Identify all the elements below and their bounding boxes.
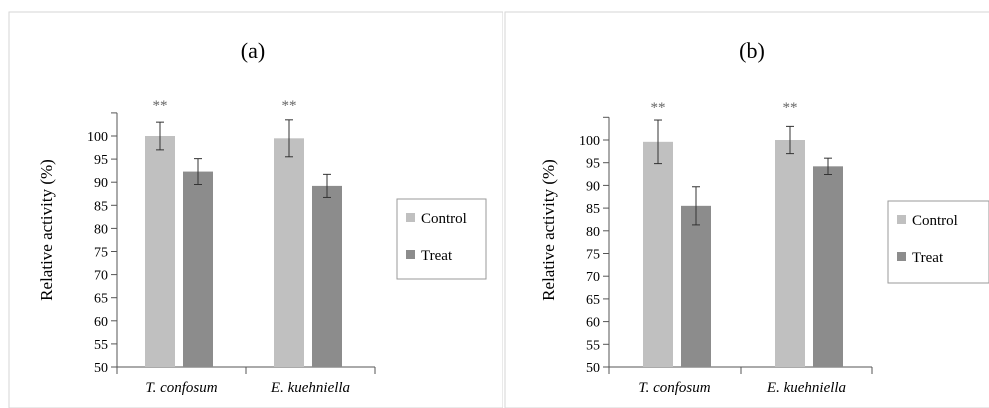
legend-swatch [897,252,906,261]
legend-box [396,198,487,280]
significance-label: ** [783,100,798,116]
chart-title: (a) [241,38,265,63]
y-tick-label: 90 [586,179,600,194]
legend-label: Control [912,213,958,229]
x-tick-label: E. kuehniella [270,380,350,396]
y-tick-label: 50 [586,361,600,376]
y-tick-label: 65 [94,292,108,307]
legend-label: Treat [912,250,944,266]
y-tick-label: 75 [586,248,600,263]
x-tick-label: T. confosum [638,380,710,396]
y-tick-label: 95 [94,153,108,168]
bar [183,171,213,367]
y-tick-label: 60 [586,316,600,331]
chart-a: (a) Relative activity (%) 50 55 60 65 70 75 80 85… [8,11,503,408]
y-tick-label: 80 [94,222,108,237]
legend-swatch [897,215,906,224]
y-tick-label: 70 [586,270,600,285]
y-axis-label: Relative activity (%) [37,159,56,301]
y-tick-label: 100 [87,130,108,145]
y-tick-label: 65 [586,293,600,308]
legend-label: Treat [421,248,453,264]
legend-label: Control [421,211,467,227]
legend-swatch [406,213,415,222]
bar [274,138,304,367]
y-tick-label: 80 [586,225,600,240]
x-tick-label: T. confosum [145,380,217,396]
significance-label: ** [282,98,297,114]
significance-label: ** [651,100,666,116]
y-tick-label: 55 [586,338,600,353]
significance-label: ** [153,98,168,114]
y-tick-label: 90 [94,176,108,191]
legend-box [887,200,989,284]
y-tick-label: 50 [94,361,108,376]
panel-border [8,11,503,408]
bar [643,141,673,367]
y-tick-label: 55 [94,338,108,353]
y-tick-label: 100 [579,134,600,149]
chart-title: (b) [739,38,765,63]
legend-swatch [406,250,415,259]
chart-panel-a: (a) Relative activity (%) 50 55 60 65 70 75 80 85… [8,11,503,408]
bar [312,185,342,367]
panel-border [504,11,989,408]
y-tick-label: 85 [586,202,600,217]
y-tick-label: 85 [94,199,108,214]
chart-b: (b) Relative activity (%) 50 55 60 65 70 75 80 85… [504,11,989,408]
y-tick-label: 95 [586,157,600,172]
bar [681,205,711,367]
bar [775,140,805,367]
y-tick-label: 70 [94,269,108,284]
bar [813,166,843,367]
y-tick-label: 60 [94,315,108,330]
chart-panel-b: (b) Relative activity (%) 50 55 60 65 70 75 80 85… [504,0,989,408]
y-tick-label: 75 [94,246,108,261]
y-axis-label: Relative activity (%) [539,159,558,301]
x-tick-label: E. kuehniella [766,380,846,396]
bar [145,136,175,367]
